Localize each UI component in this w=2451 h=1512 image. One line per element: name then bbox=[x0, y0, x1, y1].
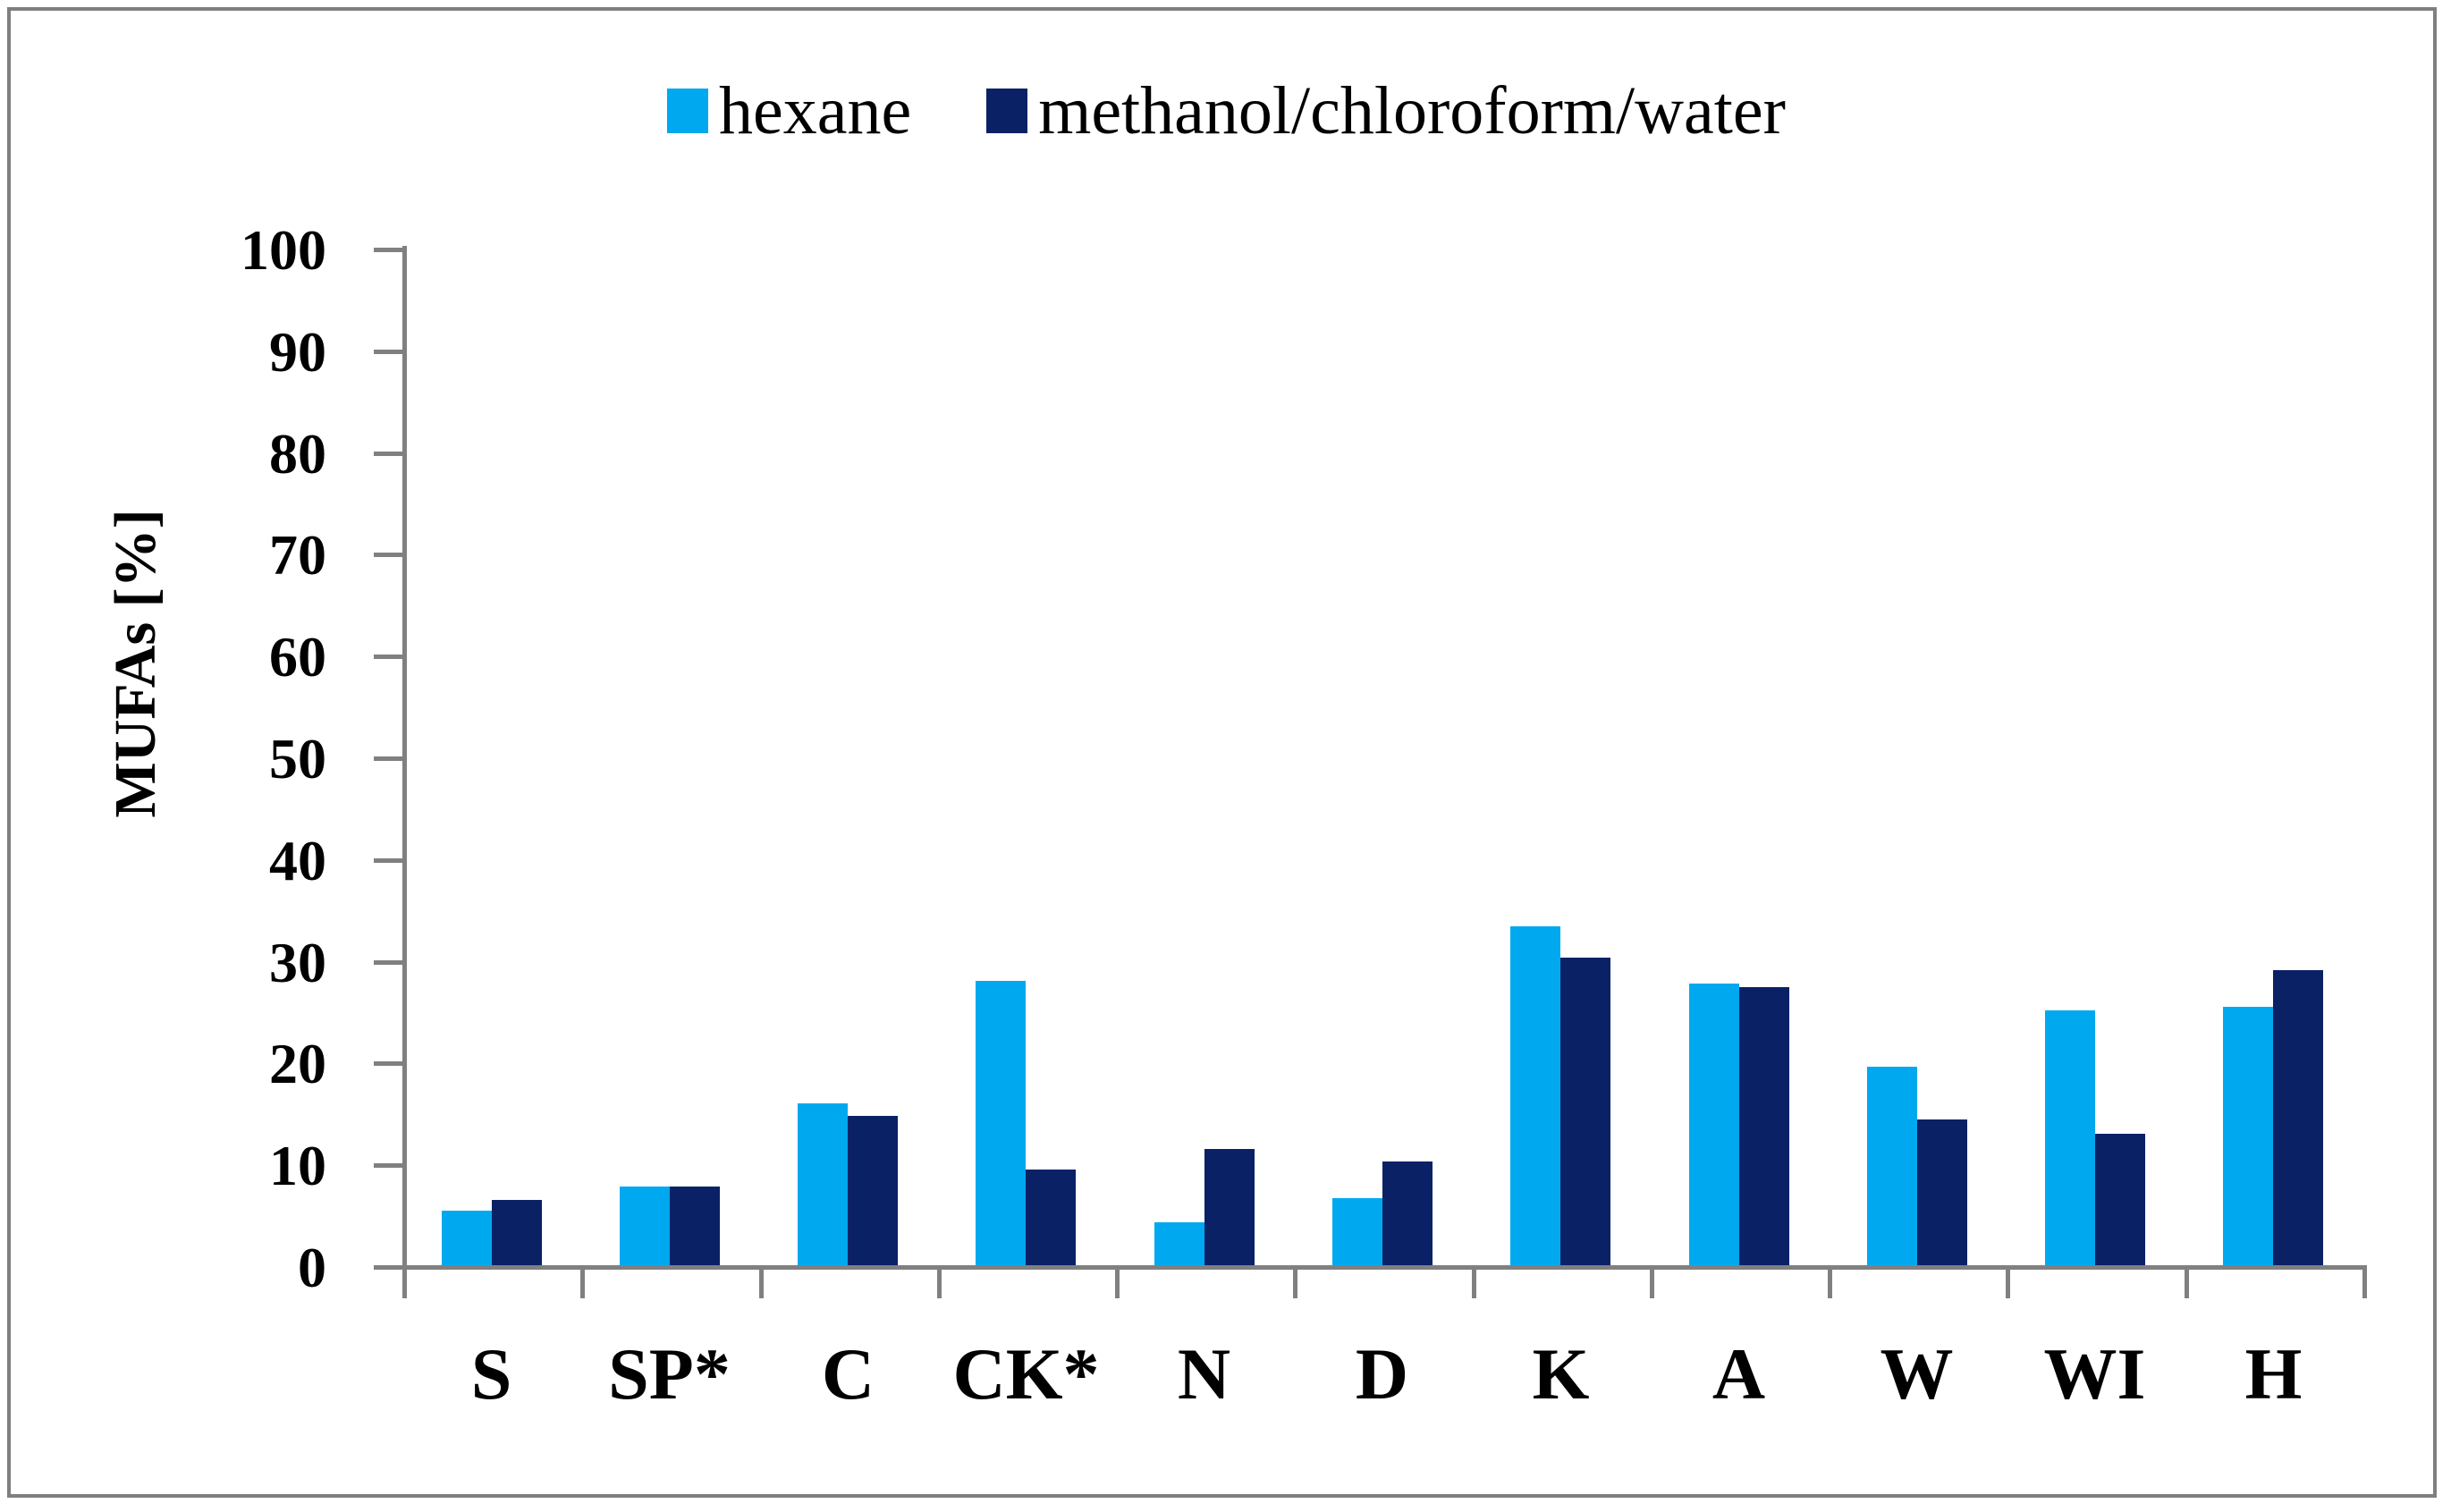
x-tick bbox=[1293, 1265, 1297, 1298]
methanol-chloroform-water-swatch bbox=[986, 89, 1028, 133]
bar-methanol-D bbox=[1382, 1161, 1433, 1265]
y-tick-label: 0 bbox=[298, 1236, 326, 1299]
bar-hexane-S bbox=[442, 1211, 492, 1265]
y-tick-label: 20 bbox=[269, 1032, 326, 1096]
x-tick bbox=[1828, 1265, 1832, 1298]
x-axis-line bbox=[402, 1265, 2367, 1270]
bar-methanol-S bbox=[492, 1200, 542, 1265]
x-axis-label-D: D bbox=[1355, 1333, 1409, 1415]
x-tick bbox=[1115, 1265, 1120, 1298]
legend-item-hexane: hexane bbox=[667, 77, 911, 145]
legend-item-methanol-chloroform-water: methanol/chloroform/water bbox=[986, 77, 1786, 145]
chart-border bbox=[7, 7, 2437, 1498]
bar-hexane-K bbox=[1510, 926, 1560, 1265]
y-tick bbox=[374, 756, 402, 761]
y-tick-label: 30 bbox=[269, 930, 326, 994]
bar-hexane-CK* bbox=[976, 981, 1026, 1265]
x-axis-label-S: S bbox=[470, 1333, 512, 1415]
y-tick bbox=[374, 655, 402, 660]
bar-methanol-WI bbox=[2095, 1134, 2145, 1265]
bar-hexane-H bbox=[2223, 1007, 2273, 1265]
y-tick bbox=[374, 553, 402, 558]
legend: hexane methanol/chloroform/water bbox=[667, 77, 1786, 145]
y-tick bbox=[374, 1061, 402, 1067]
y-tick-label: 60 bbox=[269, 625, 326, 689]
x-axis-label-H: H bbox=[2244, 1333, 2303, 1415]
bar-methanol-CK* bbox=[1026, 1170, 1076, 1265]
bar-methanol-H bbox=[2273, 970, 2323, 1265]
x-tick bbox=[402, 1265, 407, 1298]
y-tick-label: 10 bbox=[269, 1134, 326, 1198]
x-axis-label-N: N bbox=[1177, 1333, 1231, 1415]
bar-hexane-A bbox=[1689, 984, 1739, 1265]
bar-hexane-D bbox=[1332, 1198, 1382, 1265]
bar-methanol-C bbox=[848, 1116, 898, 1265]
bar-hexane-C bbox=[798, 1103, 848, 1265]
x-tick bbox=[1472, 1265, 1476, 1298]
y-tick-label: 90 bbox=[269, 319, 326, 384]
bar-methanol-SP* bbox=[670, 1187, 720, 1265]
y-tick bbox=[374, 248, 402, 252]
x-tick bbox=[2362, 1265, 2367, 1298]
bar-hexane-SP* bbox=[620, 1187, 670, 1265]
x-tick bbox=[2185, 1265, 2189, 1298]
x-axis-label-CK*: CK* bbox=[952, 1333, 1100, 1415]
bar-hexane-WI bbox=[2045, 1010, 2095, 1265]
x-tick bbox=[1650, 1265, 1654, 1298]
x-tick bbox=[759, 1265, 764, 1298]
x-axis-label-A: A bbox=[1711, 1333, 1766, 1415]
x-axis-label-W: W bbox=[1880, 1333, 1954, 1415]
y-tick bbox=[374, 857, 402, 863]
y-tick-label: 100 bbox=[241, 218, 326, 282]
y-tick-label: 40 bbox=[269, 828, 326, 892]
hexane-swatch bbox=[667, 89, 708, 133]
x-tick bbox=[2006, 1265, 2010, 1298]
y-tick bbox=[374, 349, 402, 354]
y-tick-label: 50 bbox=[269, 727, 326, 790]
legend-label-methanol-chloroform-water: methanol/chloroform/water bbox=[1038, 73, 1786, 148]
x-axis-label-WI: WI bbox=[2043, 1333, 2146, 1415]
bar-methanol-W bbox=[1917, 1119, 1967, 1265]
x-axis-label-C: C bbox=[821, 1333, 875, 1415]
x-axis-label-K: K bbox=[1532, 1333, 1590, 1415]
bar-hexane-W bbox=[1867, 1067, 1917, 1265]
bar-methanol-A bbox=[1739, 987, 1789, 1265]
y-tick-label: 70 bbox=[269, 523, 326, 587]
legend-label-hexane: hexane bbox=[719, 73, 912, 148]
y-tick bbox=[374, 959, 402, 965]
y-tick bbox=[374, 1163, 402, 1169]
x-tick bbox=[937, 1265, 942, 1298]
y-tick bbox=[374, 1265, 402, 1270]
bar-hexane-N bbox=[1154, 1222, 1204, 1265]
y-axis-line bbox=[402, 246, 407, 1298]
y-tick bbox=[374, 451, 402, 456]
x-tick bbox=[580, 1265, 585, 1298]
bar-methanol-K bbox=[1560, 958, 1610, 1265]
y-tick-label: 80 bbox=[269, 421, 326, 486]
bar-methanol-N bbox=[1204, 1149, 1255, 1265]
x-axis-label-SP*: SP* bbox=[608, 1333, 731, 1415]
